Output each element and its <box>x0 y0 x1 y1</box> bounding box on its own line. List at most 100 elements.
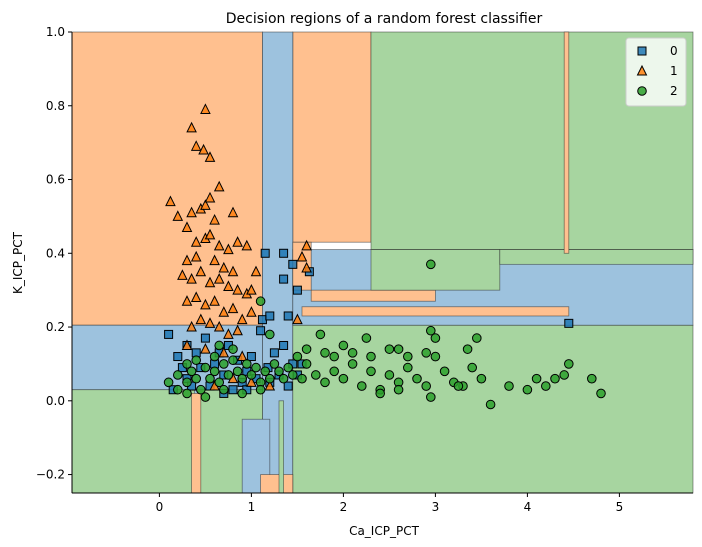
x-tick-label: 4 <box>524 500 532 514</box>
point-class-1 <box>186 121 197 133</box>
point-class-2 <box>550 373 560 384</box>
point-class-1 <box>218 261 230 273</box>
point-class-1 <box>209 213 220 225</box>
point-class-2 <box>246 370 257 380</box>
point-class-2 <box>426 259 436 270</box>
point-class-2 <box>200 362 211 373</box>
point-class-2 <box>205 373 215 384</box>
point-class-2 <box>462 344 473 354</box>
point-class-1 <box>195 313 207 325</box>
point-class-2 <box>361 333 372 343</box>
point-class-1 <box>301 261 312 273</box>
point-class-1 <box>213 180 225 192</box>
region-class-1 <box>310 289 436 302</box>
point-class-1 <box>190 140 202 151</box>
region-class-2 <box>370 249 501 291</box>
point-class-2 <box>366 366 376 377</box>
legend-label-1: 1 <box>670 64 678 78</box>
point-class-1 <box>218 346 230 358</box>
point-class-0 <box>173 352 183 362</box>
point-class-2 <box>531 373 542 384</box>
point-class-2 <box>237 388 247 399</box>
point-class-0 <box>257 315 267 325</box>
point-class-2 <box>596 388 606 399</box>
point-class-2 <box>338 340 349 351</box>
point-class-1 <box>301 239 312 251</box>
point-class-2 <box>476 373 487 384</box>
point-class-2 <box>274 366 284 377</box>
point-class-2 <box>472 333 482 343</box>
point-class-2 <box>260 366 271 377</box>
point-class-0 <box>279 274 289 284</box>
point-class-0 <box>288 259 298 269</box>
point-class-2 <box>357 381 367 391</box>
point-class-1 <box>213 320 225 332</box>
point-class-2 <box>214 377 224 388</box>
point-class-2 <box>384 344 395 354</box>
point-class-1 <box>213 239 225 251</box>
point-class-2 <box>219 359 229 369</box>
point-class-1 <box>209 295 220 306</box>
point-class-2 <box>347 359 358 369</box>
point-class-2 <box>315 329 326 340</box>
point-class-1 <box>223 243 234 255</box>
y-tick-label: 0.8 <box>46 99 65 113</box>
point-class-1 <box>264 379 276 391</box>
chart-title: Decision regions of a random forest clas… <box>226 11 543 27</box>
point-class-0 <box>228 385 238 395</box>
point-class-2 <box>504 381 514 391</box>
point-class-1 <box>181 339 193 350</box>
point-class-1 <box>232 324 243 336</box>
point-class-1 <box>204 191 216 203</box>
legend-label-2: 2 <box>670 84 678 98</box>
axes: 0 1 2 3 4 5 −0.2 0.0 0.2 0.4 0.6 0.8 1.0 <box>36 25 693 514</box>
y-tick-label: 0.0 <box>46 394 65 408</box>
point-class-2 <box>430 333 441 343</box>
x-tick-label: 3 <box>432 500 440 514</box>
x-tick-label: 1 <box>248 500 256 514</box>
point-class-2 <box>173 384 183 395</box>
point-class-1 <box>213 272 225 284</box>
point-class-2 <box>191 373 201 384</box>
point-class-2 <box>265 373 275 384</box>
scatter-points <box>163 103 606 410</box>
point-class-1 <box>236 350 248 362</box>
point-class-1 <box>223 280 234 291</box>
point-class-2 <box>421 348 432 358</box>
point-class-0 <box>279 340 289 350</box>
point-class-2 <box>522 384 533 395</box>
point-class-1 <box>204 151 216 162</box>
x-tick-label: 2 <box>340 500 348 514</box>
point-class-1 <box>209 254 220 266</box>
point-class-2 <box>163 377 174 388</box>
point-class-0 <box>246 352 256 362</box>
point-class-2 <box>301 359 312 369</box>
point-class-2 <box>214 340 224 351</box>
point-class-2 <box>191 355 201 366</box>
point-class-2 <box>297 373 307 384</box>
point-class-2 <box>347 348 358 358</box>
x-tick-label: 0 <box>156 500 164 514</box>
point-class-1 <box>165 195 176 207</box>
point-class-1 <box>200 343 211 354</box>
point-class-2 <box>426 392 436 402</box>
point-class-2 <box>564 359 574 369</box>
point-class-1 <box>227 265 239 277</box>
point-class-0 <box>256 326 266 336</box>
point-class-2 <box>209 366 220 377</box>
y-tick-label: 0.6 <box>46 173 65 187</box>
point-class-2 <box>485 399 496 410</box>
point-class-1 <box>181 221 193 232</box>
point-class-1 <box>172 210 184 221</box>
point-class-1 <box>204 276 216 288</box>
point-class-2 <box>329 366 340 377</box>
point-class-2 <box>251 362 261 373</box>
point-class-2 <box>453 381 464 391</box>
point-class-2 <box>182 388 192 399</box>
x-axis-label: Ca_ICP_PCT <box>349 524 420 538</box>
point-class-2 <box>412 373 422 384</box>
region-class-2 <box>292 324 694 494</box>
legend-marker-1 <box>636 64 648 76</box>
point-class-2 <box>320 348 330 358</box>
legend: 0 1 2 <box>625 37 687 107</box>
